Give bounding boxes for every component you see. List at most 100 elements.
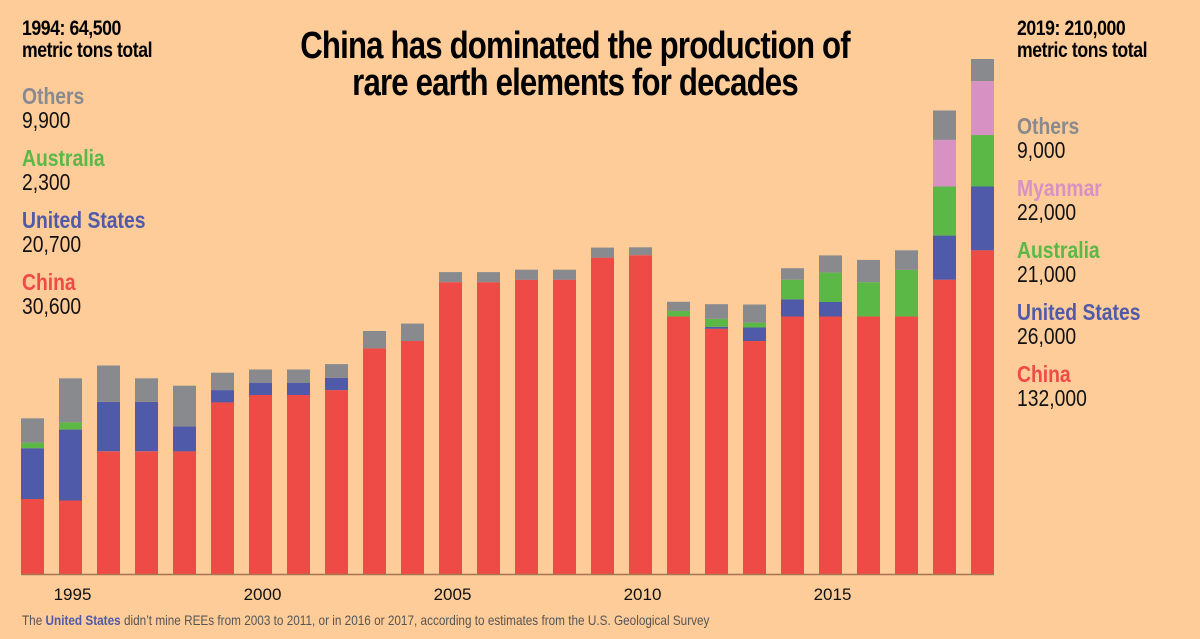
footnote-highlight: United States	[45, 612, 121, 628]
right-legend-item: Myanmar 22,000	[1017, 176, 1147, 224]
left-legend-label: China	[22, 269, 76, 295]
bar-segment-others-2004	[401, 323, 424, 341]
bar-segment-myanmar-2019	[971, 81, 994, 136]
bar-segment-china-2010	[629, 255, 652, 574]
left-legend-item: China 30,600	[22, 270, 152, 318]
bar-segment-china-2015	[819, 316, 842, 574]
right-legend-label: China	[1017, 361, 1071, 387]
left-legend: Others 9,900 Australia 2,300 United States 20…	[22, 84, 177, 318]
bar-segment-australia-2019	[971, 135, 994, 187]
title-line-1: China has dominated the production of	[300, 25, 850, 67]
left-headline-unit: metric tons total	[22, 39, 153, 62]
bar-segment-australia-2016	[857, 282, 880, 317]
bar-segment-china-2001	[287, 395, 310, 574]
x-tick-label-2000: 2000	[244, 585, 282, 604]
left-legend-value: 30,600	[22, 293, 82, 319]
right-headline: 2019: 210,000 metric tons total	[1017, 17, 1148, 62]
bar-segment-china-2011	[667, 316, 690, 574]
bar-segment-australia-2013	[743, 322, 766, 328]
bar-segment-others-1994	[21, 418, 44, 443]
bar-segment-others-2019	[971, 59, 994, 82]
x-tick-label-2010: 2010	[624, 585, 662, 604]
bar-segment-china-2013	[743, 341, 766, 574]
bar-segment-others-1998	[173, 385, 196, 427]
bar-segment-china-2007	[515, 279, 538, 574]
right-legend-item: Australia 21,000	[1017, 238, 1147, 286]
right-headline-unit: metric tons total	[1017, 39, 1148, 62]
right-legend: Others 9,000 Myanmar 22,000 Australia 21,000 U…	[1017, 114, 1172, 410]
bar-segment-others-2013	[743, 304, 766, 323]
bar-segment-china-1994	[21, 499, 44, 574]
footnote: The United States didn’t mine REEs from …	[22, 612, 709, 628]
right-legend-label: United States	[1017, 299, 1141, 325]
x-tick-label-1995: 1995	[54, 585, 92, 604]
right-headline-total: 2019: 210,000	[1017, 17, 1126, 40]
x-tick-label-2005: 2005	[434, 585, 472, 604]
bar-segment-united-states-2001	[287, 382, 310, 395]
footnote-prefix: The	[22, 612, 46, 628]
bar-segment-united-states-2013	[743, 327, 766, 341]
bar-segment-united-states-2018	[933, 235, 956, 280]
bar-segment-china-1998	[173, 451, 196, 574]
bar-segment-china-1995	[59, 500, 82, 574]
right-summary-panel: 2019: 210,000 metric tons total Others 9,…	[1017, 17, 1172, 411]
bar-segment-australia-1994	[21, 442, 44, 449]
right-legend-item: Others 9,000	[1017, 114, 1147, 162]
bar-segment-others-1997	[135, 378, 158, 402]
bar-segment-myanmar-2018	[933, 139, 956, 187]
right-legend-label: Others	[1017, 113, 1080, 139]
bar-segment-others-2002	[325, 364, 348, 378]
right-legend-value: 26,000	[1017, 323, 1077, 349]
bar-segment-others-2015	[819, 255, 842, 273]
bar-segment-china-2014	[781, 316, 804, 574]
bar-segment-china-2000	[249, 395, 272, 574]
bar-segment-united-states-2002	[325, 377, 348, 391]
right-legend-item: China 132,000	[1017, 362, 1147, 410]
bar-segment-others-2001	[287, 369, 310, 383]
right-legend-value: 132,000	[1017, 385, 1087, 411]
bar-segment-china-2003	[363, 348, 386, 574]
bar-segment-united-states-2019	[971, 186, 994, 251]
bar-segment-china-2017	[895, 316, 918, 574]
bar-segment-others-2008	[553, 269, 576, 280]
left-headline-total: 1994: 64,500	[22, 17, 121, 40]
bar-segment-united-states-1999	[211, 390, 234, 403]
bar-segment-china-2006	[477, 282, 500, 574]
bar-segment-australia-2017	[895, 269, 918, 317]
bar-segment-australia-2014	[781, 279, 804, 300]
bar-segment-others-2000	[249, 369, 272, 383]
bar-segment-china-2008	[553, 279, 576, 574]
bar-segment-china-2002	[325, 390, 348, 574]
bar-segment-australia-2015	[819, 272, 842, 302]
bar-segment-others-2018	[933, 110, 956, 140]
bar-segment-united-states-2014	[781, 299, 804, 317]
bar-segment-china-1996	[97, 451, 120, 574]
bar-segment-others-2012	[705, 304, 728, 319]
chart-title: China has dominated the production of ra…	[0, 25, 1150, 102]
bar-segment-united-states-1996	[97, 401, 120, 452]
left-legend-label: Others	[22, 83, 85, 109]
bar-segment-others-2005	[439, 272, 462, 283]
left-legend-value: 2,300	[22, 169, 71, 195]
bar-segment-others-2011	[667, 301, 690, 311]
right-legend-label: Australia	[1017, 237, 1100, 263]
left-legend-item: Others 9,900	[22, 84, 152, 132]
bar-segment-others-2007	[515, 269, 538, 280]
left-headline: 1994: 64,500 metric tons total	[22, 17, 153, 62]
bar-segment-others-2017	[895, 250, 918, 270]
bar-segment-australia-2018	[933, 186, 956, 236]
bar-segment-australia-2012	[705, 319, 728, 327]
bar-segment-united-states-1995	[59, 429, 82, 501]
bar-segment-others-1996	[97, 365, 120, 402]
bar-segment-others-2016	[857, 259, 880, 283]
bars-group	[21, 59, 994, 575]
footnote-suffix: didn’t mine REEs from 2003 to 2011, or i…	[120, 612, 710, 628]
left-legend-label: United States	[22, 207, 146, 233]
bar-segment-china-2018	[933, 279, 956, 574]
bar-segment-china-2004	[401, 341, 424, 574]
bar-segment-others-2014	[781, 268, 804, 280]
bar-segment-china-2019	[971, 250, 994, 575]
bar-segment-china-2005	[439, 282, 462, 574]
bar-segment-others-2010	[629, 247, 652, 256]
